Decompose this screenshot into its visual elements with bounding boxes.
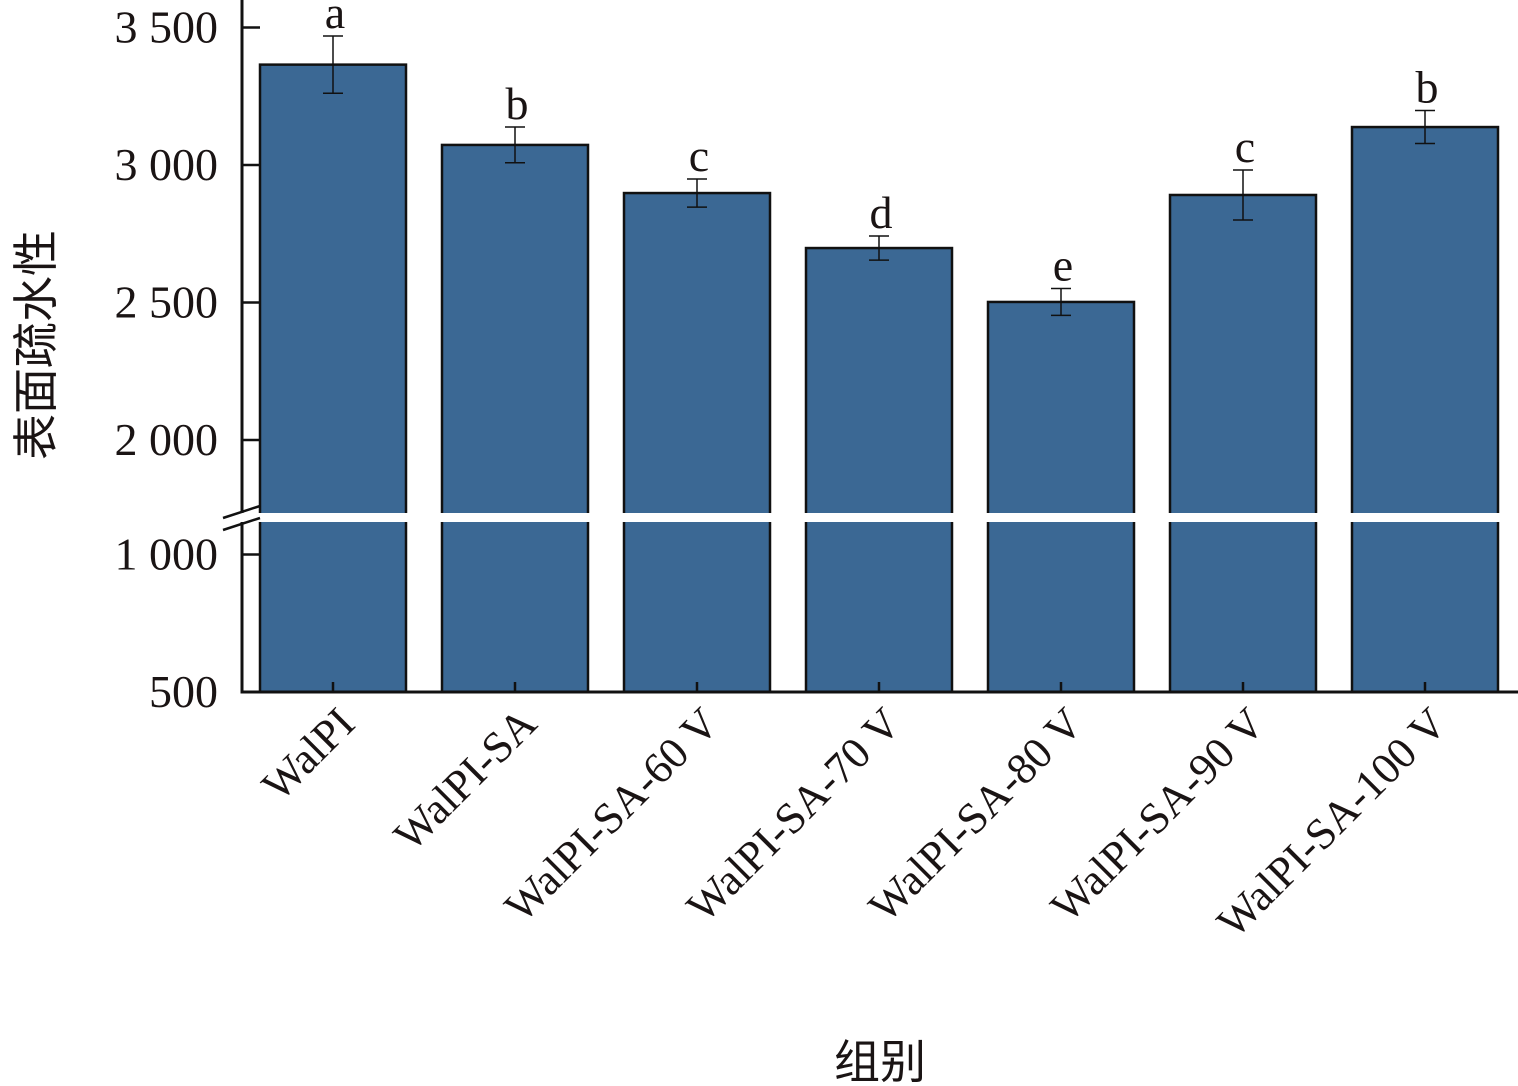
bar — [986, 300, 1136, 694]
bars-group — [258, 63, 1500, 694]
x-tick-label: WalPI-SA — [384, 698, 546, 860]
y-axis-title: 表面疏水性 — [9, 230, 63, 460]
bar — [258, 63, 408, 694]
significance-letter: c — [689, 130, 709, 181]
y-tick-label: 3 500 — [115, 2, 219, 53]
significance-letter: b — [1416, 62, 1439, 113]
significance-letter: e — [1053, 239, 1073, 290]
error-bars — [323, 35, 1435, 317]
error-bar — [1051, 287, 1071, 317]
significance-letters: a b c d e c b — [325, 0, 1439, 290]
significance-letter: a — [325, 0, 345, 38]
bar — [1350, 125, 1500, 694]
significance-letter: d — [870, 187, 893, 238]
y-tick-label: 2 000 — [115, 414, 219, 465]
bar — [1168, 193, 1318, 694]
error-bar — [505, 126, 525, 164]
error-bar — [687, 178, 707, 208]
axes — [240, 0, 1518, 694]
error-bar — [323, 35, 343, 94]
y-tick-label: 1 000 — [115, 529, 219, 580]
x-axis-title: 组别 — [834, 1035, 926, 1086]
error-bar — [1233, 169, 1253, 221]
error-bar — [869, 235, 889, 261]
significance-letter: c — [1235, 121, 1255, 172]
significance-letter: b — [506, 78, 529, 129]
y-tick-label: 2 500 — [115, 277, 219, 328]
bar — [622, 191, 772, 694]
y-axis-ticks: 500 1 000 2 000 2 500 3 000 3 500 — [115, 2, 260, 717]
y-tick-label: 3 000 — [115, 139, 219, 190]
bar — [804, 246, 954, 694]
error-bar — [1415, 109, 1435, 145]
y-tick-label: 500 — [149, 666, 218, 717]
x-tick-label: WalPI — [252, 698, 364, 810]
bar — [440, 143, 590, 694]
